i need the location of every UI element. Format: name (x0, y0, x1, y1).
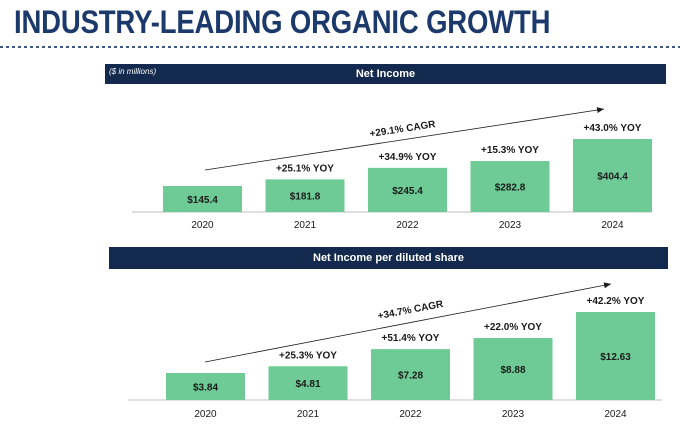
page-title: INDUSTRY-LEADING ORGANIC GROWTH (14, 4, 551, 40)
bar (265, 179, 345, 212)
cagr-trend-arrow (204, 282, 612, 363)
bar (473, 338, 553, 400)
bar-value-label: $8.88 (500, 365, 525, 376)
units-note: ($ in millions) (109, 67, 157, 76)
cagr-label: +34.7% CAGR (377, 299, 445, 322)
x-tick-label: 2024 (604, 409, 627, 420)
bar-value-label: $7.28 (398, 371, 423, 382)
yoy-label: +42.2% YOY (587, 296, 645, 307)
bar-value-label: $404.4 (597, 172, 628, 183)
bar-value-label: $181.8 (290, 192, 321, 203)
yoy-label: +43.0% YOY (584, 123, 642, 134)
x-tick-label: 2021 (294, 220, 317, 231)
x-tick-label: 2020 (194, 409, 217, 420)
bar-value-label: $145.4 (187, 195, 218, 206)
yoy-label: +34.9% YOY (379, 152, 437, 163)
x-tick-label: 2023 (499, 220, 522, 231)
bar (268, 366, 348, 400)
cagr-trend-arrow (204, 107, 605, 171)
yoy-label: +25.3% YOY (279, 350, 337, 361)
bar (371, 349, 450, 400)
bar-value-label: $245.4 (392, 186, 423, 197)
x-tick-label: 2022 (396, 220, 419, 231)
net-income-title: Net Income (355, 68, 416, 80)
bar (163, 186, 242, 212)
bar (368, 167, 447, 212)
bar (470, 161, 550, 212)
eps-title: Net Income per diluted share (313, 252, 464, 264)
eps-header: Net Income per diluted share (109, 247, 668, 269)
x-tick-label: 2022 (399, 409, 422, 420)
net-income-chart: $145.4 2020 $181.8 +25.1% YOY 2021 $245.4 +34.… (132, 107, 652, 231)
x-tick-label: 2020 (191, 220, 214, 231)
eps-chart: $3.84 2020 $4.81 +25.3% YOY 2021 $7.28 +51.4% … (128, 282, 662, 420)
bar-value-label: $12.63 (600, 352, 631, 363)
yoy-label: +15.3% YOY (481, 145, 539, 156)
yoy-label: +25.1% YOY (276, 163, 334, 174)
bar (576, 312, 655, 400)
x-tick-label: 2021 (297, 409, 320, 420)
x-tick-label: 2023 (502, 409, 525, 420)
yoy-label: +51.4% YOY (382, 333, 440, 344)
yoy-label: +22.0% YOY (484, 322, 542, 333)
bar-value-label: $3.84 (193, 383, 218, 394)
net-income-header: ($ in millions) Net Income (105, 64, 666, 84)
x-tick-label: 2024 (601, 220, 624, 231)
bar (166, 373, 245, 400)
bar-value-label: $282.8 (495, 183, 526, 194)
title-rule (0, 46, 680, 48)
bar-value-label: $4.81 (295, 379, 320, 390)
bar (573, 139, 652, 212)
cagr-label: +29.1% CAGR (369, 119, 437, 140)
